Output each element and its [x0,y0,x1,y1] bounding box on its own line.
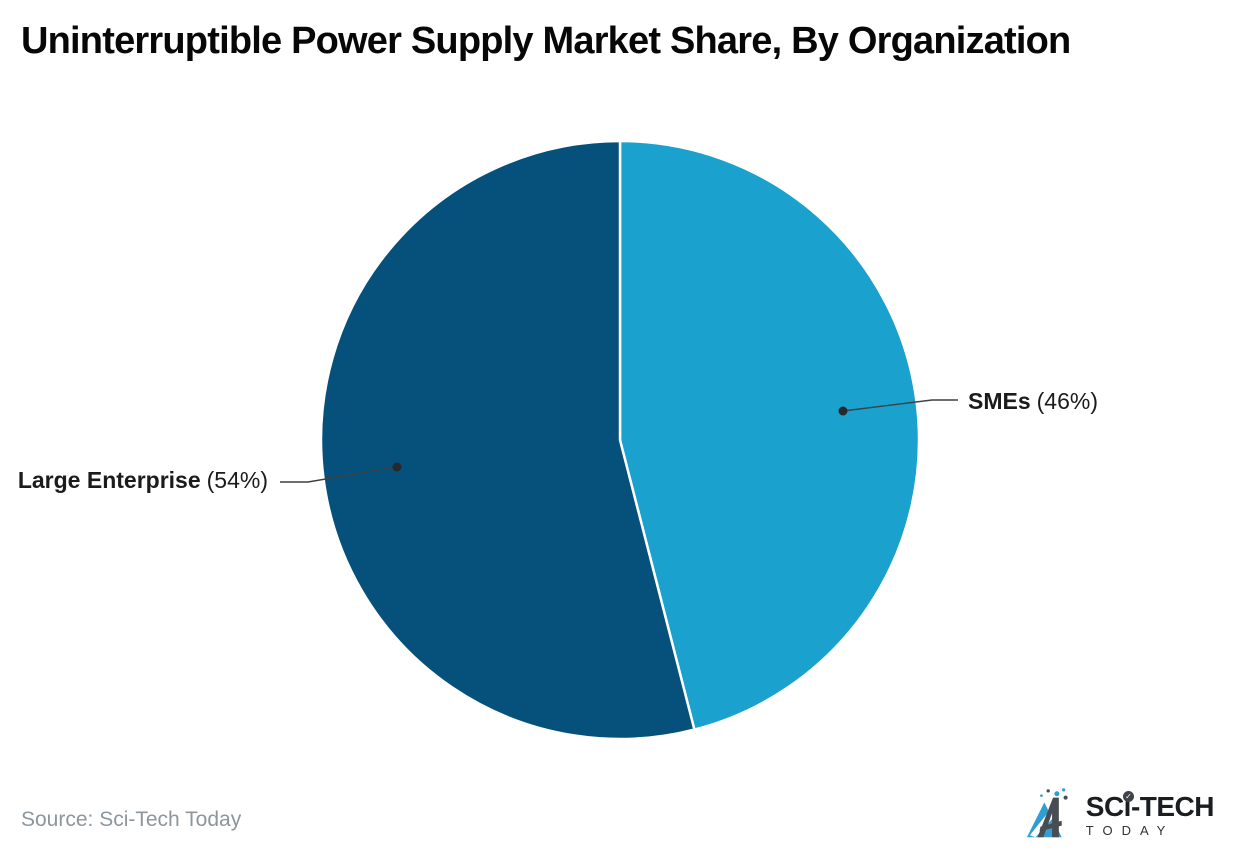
brand-logo-text: SCi-TECH ✓ TODAY [1085,791,1215,838]
callout-line-large-enterprise [280,466,398,483]
callout-label-large-enterprise: Large Enterprise (54%) [18,467,268,494]
slice-percent-large-enterprise: (54%) [206,467,268,493]
brand-logo: SCi-TECH ✓ TODAY [1025,786,1215,844]
callout-dot-smes [838,406,848,416]
slice-percent-smes: (46%) [1036,388,1098,414]
brand-check-icon: ✓ [1122,791,1134,802]
brand-name-text: SCi-TECH [1085,791,1215,822]
brand-logo-icon [1026,788,1068,838]
slice-label-smes: SMEs [968,388,1031,414]
callout-dot-large-enterprise [392,462,402,472]
callout-line-smes [842,399,958,412]
chart-title: Uninterruptible Power Supply Market Shar… [21,20,1071,62]
pie-slice-large-enterprise [319,139,696,741]
slice-label-large-enterprise: Large Enterprise [17,467,201,493]
brand-name: SCi-TECH ✓ [1085,791,1215,822]
callout-label-smes: SMEs (46%) [968,388,1098,415]
brand-subtitle: TODAY [1085,823,1175,838]
source-note: Source: Sci-Tech Today [21,808,242,831]
